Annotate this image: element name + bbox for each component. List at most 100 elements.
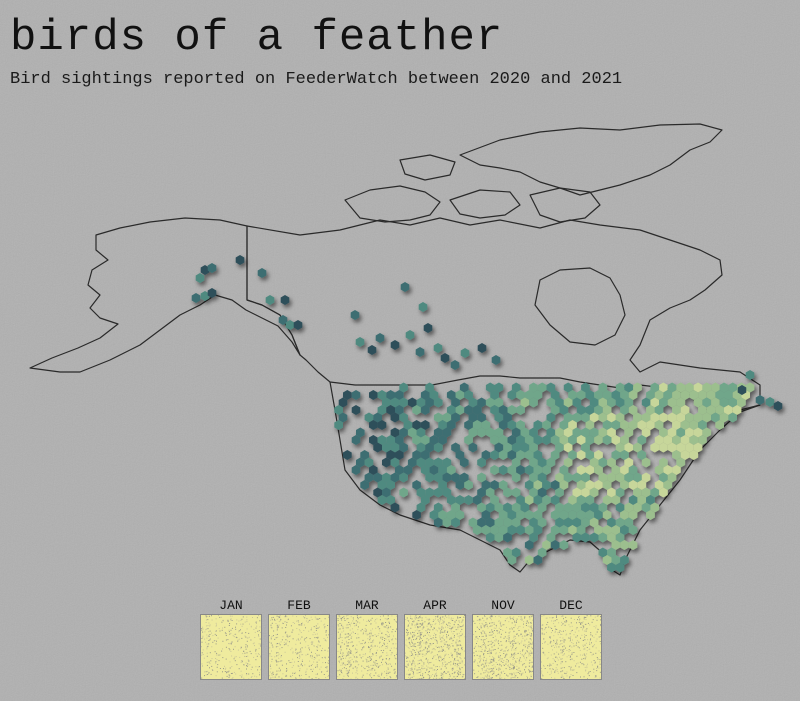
sighting-hexbin bbox=[555, 517, 564, 528]
sighting-hexbin bbox=[576, 525, 586, 535]
sighting-hexbin bbox=[265, 295, 275, 305]
sighting-hexbin bbox=[507, 510, 517, 520]
sighting-hexbin bbox=[516, 525, 525, 535]
sighting-hexbin bbox=[555, 397, 564, 408]
sighting-hexbin bbox=[498, 525, 508, 535]
sighting-hexbin bbox=[576, 450, 586, 460]
sighting-hexbin bbox=[663, 435, 673, 445]
month-item: DEC bbox=[540, 598, 602, 680]
sighting-hexbin bbox=[442, 487, 452, 498]
sighting-hexbin bbox=[537, 547, 547, 558]
sighting-hexbin bbox=[550, 450, 560, 460]
sighting-hexbin bbox=[416, 502, 426, 513]
sighting-hexbin bbox=[412, 405, 421, 415]
sighting-hexbin bbox=[611, 390, 621, 400]
sighting-hexbin bbox=[400, 282, 410, 292]
sighting-hexbin bbox=[620, 465, 629, 475]
sighting-hexbin bbox=[438, 510, 447, 520]
sighting-hexbin bbox=[464, 405, 473, 415]
sighting-hexbin bbox=[455, 390, 465, 400]
sighting-hexbin bbox=[667, 442, 677, 453]
sighting-hexbin bbox=[412, 480, 421, 490]
sighting-hexbin bbox=[611, 555, 621, 565]
sighting-hexbin bbox=[425, 442, 434, 453]
month-label: FEB bbox=[287, 598, 311, 613]
sighting-hexbin bbox=[676, 382, 686, 393]
sighting-hexbin bbox=[559, 510, 569, 520]
sighting-hexbin bbox=[399, 412, 408, 423]
month-density-swatch bbox=[268, 614, 330, 680]
sighting-hexbin bbox=[386, 450, 395, 460]
sighting-hexbin bbox=[442, 427, 452, 438]
sighting-hexbin bbox=[529, 487, 538, 498]
sighting-hexbin bbox=[382, 442, 391, 453]
sighting-hexbin bbox=[607, 397, 616, 408]
sighting-hexbin bbox=[529, 442, 538, 453]
sighting-hexbin bbox=[412, 450, 421, 460]
sighting-hexbin bbox=[659, 442, 668, 453]
sighting-hexbin bbox=[637, 495, 647, 505]
sighting-hexbin bbox=[628, 405, 638, 415]
sighting-hexbin bbox=[607, 412, 616, 423]
sighting-hexbin bbox=[498, 465, 508, 475]
sighting-hexbin bbox=[646, 510, 655, 520]
sighting-hexbin bbox=[477, 427, 486, 438]
sighting-hexbin bbox=[520, 442, 530, 453]
sighting-hexbin bbox=[550, 525, 560, 535]
sighting-hexbin bbox=[576, 510, 586, 520]
sighting-hexbin bbox=[399, 397, 408, 408]
sighting-hexbin bbox=[563, 517, 573, 528]
sighting-hexbin bbox=[451, 517, 460, 528]
sighting-hexbin bbox=[572, 502, 582, 513]
sighting-hexbin bbox=[468, 442, 478, 453]
sighting-hexbin bbox=[598, 532, 608, 543]
sighting-hexbin bbox=[641, 397, 651, 408]
sighting-hexbin bbox=[420, 435, 430, 445]
sighting-hexbin bbox=[663, 480, 673, 490]
sighting-hexbin bbox=[485, 532, 495, 543]
sighting-hexbin bbox=[537, 502, 547, 513]
sighting-hexbin bbox=[693, 427, 703, 438]
sighting-hexbin bbox=[369, 435, 378, 445]
sighting-hexbin bbox=[611, 435, 621, 445]
sighting-hexbin bbox=[418, 302, 428, 312]
sighting-hexbin bbox=[680, 390, 690, 400]
sighting-hexbin bbox=[602, 480, 612, 490]
sighting-hexbin bbox=[680, 450, 690, 460]
sighting-hexbin bbox=[405, 330, 415, 340]
sighting-hexbin bbox=[507, 390, 517, 400]
sighting-hexbin bbox=[755, 395, 765, 405]
sighting-hexbin bbox=[667, 472, 677, 483]
sighting-hexbin bbox=[693, 412, 703, 423]
sighting-hexbin bbox=[555, 427, 564, 438]
sighting-hexbin bbox=[364, 472, 374, 483]
sighting-hexbin bbox=[516, 495, 525, 505]
sighting-hexbin bbox=[446, 390, 456, 400]
sighting-hexbin bbox=[364, 412, 374, 423]
sighting-hexbin bbox=[433, 397, 443, 408]
sighting-hexbin bbox=[416, 442, 426, 453]
sighting-hexbin bbox=[581, 502, 590, 513]
sighting-hexbin bbox=[628, 480, 638, 490]
sighting-hexbin bbox=[563, 427, 573, 438]
sighting-hexbin bbox=[641, 472, 651, 483]
sighting-hexbin bbox=[546, 397, 556, 408]
sighting-hexbin bbox=[503, 532, 512, 543]
sighting-hexbin bbox=[390, 502, 400, 513]
sighting-hexbin bbox=[594, 510, 603, 520]
sighting-hexbin bbox=[516, 465, 525, 475]
sighting-hexbin bbox=[676, 427, 686, 438]
sighting-hexbin bbox=[207, 263, 217, 273]
sighting-hexbin bbox=[563, 457, 573, 468]
sighting-hexbin bbox=[550, 495, 560, 505]
sighting-hexbin bbox=[659, 487, 668, 498]
sighting-hexbin bbox=[351, 405, 361, 415]
sighting-hexbin bbox=[672, 390, 681, 400]
sighting-hexbin bbox=[485, 502, 495, 513]
sighting-hexbin bbox=[585, 390, 595, 400]
sighting-hexbin bbox=[624, 397, 634, 408]
sighting-hexbin bbox=[498, 405, 508, 415]
sighting-hexbin bbox=[685, 382, 694, 393]
sighting-hexbin bbox=[477, 472, 486, 483]
sighting-hexbin bbox=[516, 510, 525, 520]
